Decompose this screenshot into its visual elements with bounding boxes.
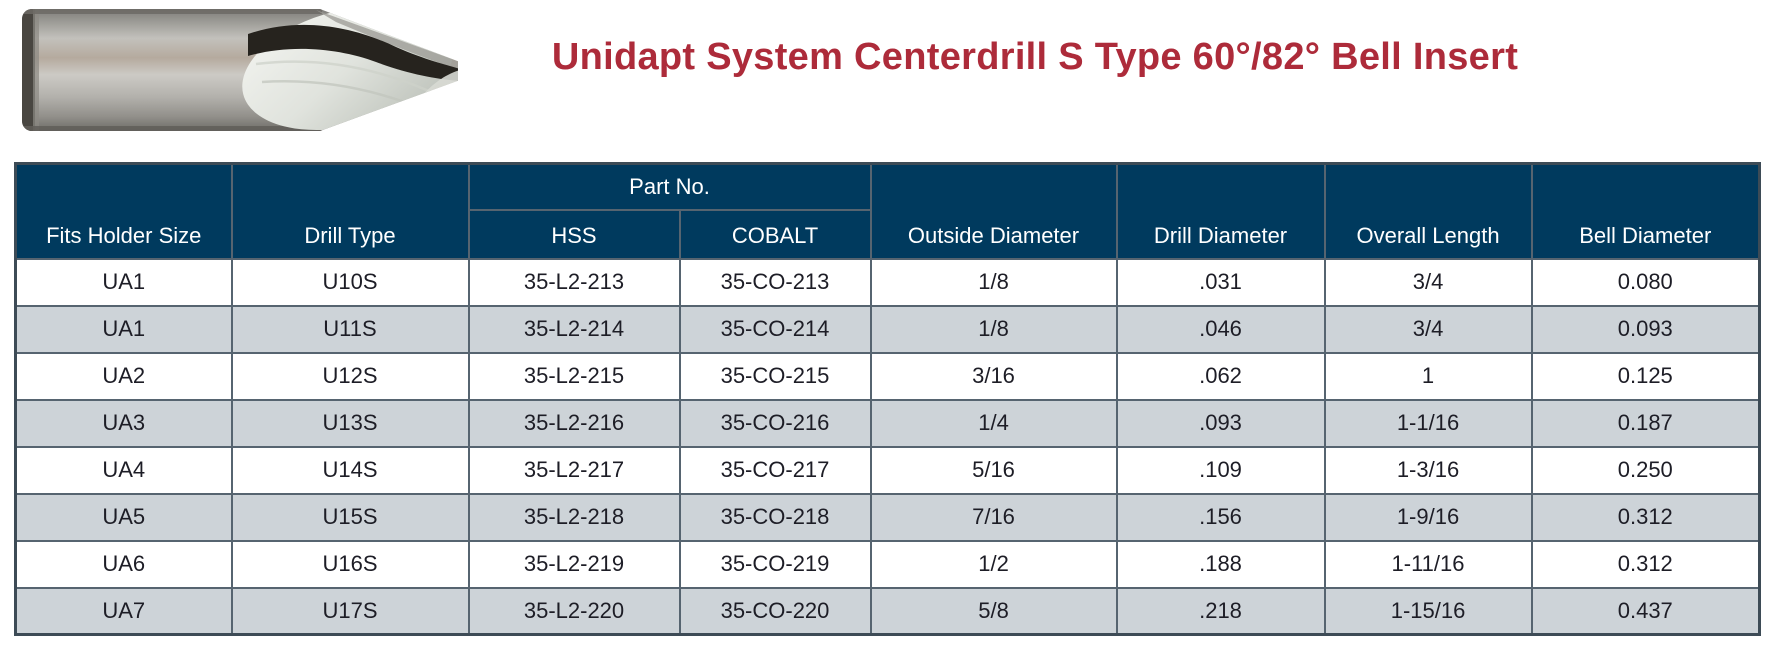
cell-holder-size: UA1 (14, 257, 233, 307)
cell-part-hss: 35-L2-213 (467, 257, 681, 307)
cell-drill-type: U11S (230, 304, 470, 354)
cell-part-hss: 35-L2-217 (467, 445, 681, 495)
col-header-outside-diameter: Outside Diameter (869, 162, 1118, 260)
cell-part-cobalt: 35-CO-219 (678, 539, 872, 589)
spec-table: Fits Holder Size Drill Type Part No. Out… (14, 162, 1762, 636)
col-header-bell-diameter: Bell Diameter (1530, 162, 1761, 260)
cell-drill-diameter: .218 (1115, 586, 1326, 636)
cell-part-hss: 35-L2-215 (467, 351, 681, 401)
cell-part-hss: 35-L2-219 (467, 539, 681, 589)
cell-bell-diameter: 0.250 (1530, 445, 1761, 495)
col-header-hss: HSS (467, 208, 681, 260)
table-row: UA7 U17S 35-L2-220 35-CO-220 5/8 .218 1-… (14, 586, 1761, 636)
cell-part-hss: 35-L2-216 (467, 398, 681, 448)
cell-overall-length: 3/4 (1323, 257, 1533, 307)
cell-overall-length: 1-15/16 (1323, 586, 1533, 636)
cell-drill-diameter: .156 (1115, 492, 1326, 542)
cell-drill-type: U16S (230, 539, 470, 589)
cell-overall-length: 1-9/16 (1323, 492, 1533, 542)
cell-overall-length: 3/4 (1323, 304, 1533, 354)
cell-overall-length: 1 (1323, 351, 1533, 401)
table-row: UA2 U12S 35-L2-215 35-CO-215 3/16 .062 1… (14, 351, 1761, 401)
cell-outside-diameter: 1/2 (869, 539, 1118, 589)
cell-outside-diameter: 5/8 (869, 586, 1118, 636)
cell-part-cobalt: 35-CO-215 (678, 351, 872, 401)
cell-part-hss: 35-L2-218 (467, 492, 681, 542)
col-group-part-no: Part No. (467, 162, 872, 211)
table-row: UA6 U16S 35-L2-219 35-CO-219 1/2 .188 1-… (14, 539, 1761, 589)
cell-drill-diameter: .109 (1115, 445, 1326, 495)
centerdrill-photo (18, 4, 460, 136)
cell-overall-length: 1-3/16 (1323, 445, 1533, 495)
cell-drill-diameter: .031 (1115, 257, 1326, 307)
cell-drill-diameter: .188 (1115, 539, 1326, 589)
cell-drill-diameter: .062 (1115, 351, 1326, 401)
cell-bell-diameter: 0.093 (1530, 304, 1761, 354)
col-header-overall-length: Overall Length (1323, 162, 1533, 260)
page-title: Unidapt System Centerdrill S Type 60°/82… (551, 36, 1519, 78)
cell-drill-type: U12S (230, 351, 470, 401)
col-header-fits-holder-size: Fits Holder Size (14, 162, 233, 260)
cell-drill-diameter: .093 (1115, 398, 1326, 448)
cell-holder-size: UA2 (14, 351, 233, 401)
cell-holder-size: UA4 (14, 445, 233, 495)
table-row: UA3 U13S 35-L2-216 35-CO-216 1/4 .093 1-… (14, 398, 1761, 448)
cell-drill-type: U17S (230, 586, 470, 636)
cell-part-cobalt: 35-CO-217 (678, 445, 872, 495)
col-header-drill-type: Drill Type (230, 162, 470, 260)
cell-holder-size: UA6 (14, 539, 233, 589)
table-row: UA1 U10S 35-L2-213 35-CO-213 1/8 .031 3/… (14, 257, 1761, 307)
cell-part-hss: 35-L2-214 (467, 304, 681, 354)
col-header-cobalt: COBALT (678, 208, 872, 260)
cell-outside-diameter: 1/4 (869, 398, 1118, 448)
cell-holder-size: UA3 (14, 398, 233, 448)
cell-bell-diameter: 0.080 (1530, 257, 1761, 307)
cell-part-cobalt: 35-CO-218 (678, 492, 872, 542)
cell-bell-diameter: 0.437 (1530, 586, 1761, 636)
cell-outside-diameter: 1/8 (869, 257, 1118, 307)
cell-part-cobalt: 35-CO-220 (678, 586, 872, 636)
cell-part-cobalt: 35-CO-214 (678, 304, 872, 354)
col-header-drill-diameter: Drill Diameter (1115, 162, 1326, 260)
header-row-group: Fits Holder Size Drill Type Part No. Out… (14, 162, 1761, 260)
cell-holder-size: UA7 (14, 586, 233, 636)
table-row: UA4 U14S 35-L2-217 35-CO-217 5/16 .109 1… (14, 445, 1761, 495)
cell-outside-diameter: 3/16 (869, 351, 1118, 401)
cell-drill-type: U13S (230, 398, 470, 448)
cell-bell-diameter: 0.312 (1530, 492, 1761, 542)
cell-bell-diameter: 0.312 (1530, 539, 1761, 589)
cell-holder-size: UA5 (14, 492, 233, 542)
cell-bell-diameter: 0.187 (1530, 398, 1761, 448)
cell-part-cobalt: 35-CO-213 (678, 257, 872, 307)
table-row: UA1 U11S 35-L2-214 35-CO-214 1/8 .046 3/… (14, 304, 1761, 354)
cell-part-hss: 35-L2-220 (467, 586, 681, 636)
cell-overall-length: 1-1/16 (1323, 398, 1533, 448)
cell-drill-type: U10S (230, 257, 470, 307)
cell-bell-diameter: 0.125 (1530, 351, 1761, 401)
cell-overall-length: 1-11/16 (1323, 539, 1533, 589)
cell-outside-diameter: 7/16 (869, 492, 1118, 542)
cell-drill-diameter: .046 (1115, 304, 1326, 354)
cell-holder-size: UA1 (14, 304, 233, 354)
header-row-sub: HSS COBALT (16, 208, 1760, 260)
cell-outside-diameter: 1/8 (869, 304, 1118, 354)
cell-part-cobalt: 35-CO-216 (678, 398, 872, 448)
cell-outside-diameter: 5/16 (869, 445, 1118, 495)
table-row: UA5 U15S 35-L2-218 35-CO-218 7/16 .156 1… (14, 492, 1761, 542)
centerdrill-illustration (22, 9, 460, 131)
cell-drill-type: U14S (230, 445, 470, 495)
cell-drill-type: U15S (230, 492, 470, 542)
